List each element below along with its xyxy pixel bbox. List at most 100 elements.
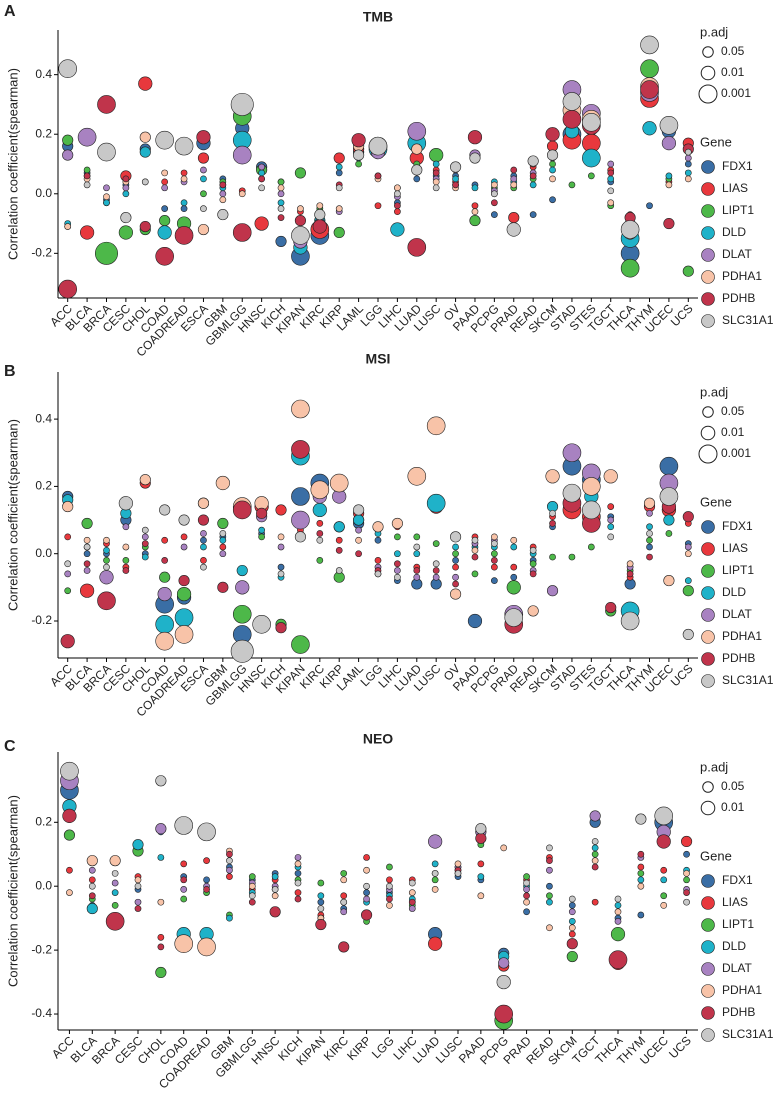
x-tick-label: KIRP — [344, 1033, 374, 1063]
bubble — [659, 487, 679, 506]
bubble — [656, 834, 671, 849]
size-legend-label: 0.01 — [721, 425, 745, 439]
bubble — [432, 560, 440, 568]
bubble — [374, 172, 382, 180]
bubble — [684, 154, 692, 162]
bubble — [219, 190, 227, 198]
legend-label: FDX1 — [722, 873, 753, 887]
bubble — [317, 898, 325, 906]
bubble — [86, 855, 98, 867]
bubble — [471, 208, 479, 216]
bubble — [432, 160, 440, 168]
bubble — [431, 876, 439, 884]
bubble — [157, 898, 165, 906]
size-legend-label: 0.05 — [721, 44, 745, 58]
bubble — [663, 514, 675, 526]
legend-key — [701, 918, 715, 932]
bubble — [523, 886, 530, 893]
legend-label: LIAS — [722, 895, 748, 909]
bubble — [159, 571, 171, 583]
bubble — [432, 540, 440, 547]
bubble — [64, 533, 72, 541]
bubble — [111, 889, 119, 896]
bubble — [407, 121, 427, 141]
bubble — [155, 615, 174, 634]
bubble — [568, 902, 576, 909]
bubble — [271, 892, 279, 900]
bubble — [219, 181, 227, 189]
bubble — [684, 550, 692, 558]
color-legend-title: Gene — [700, 848, 732, 863]
bubble — [390, 222, 405, 237]
bubble — [394, 567, 401, 574]
bubble — [196, 130, 211, 145]
bubble — [254, 216, 269, 231]
bubble — [176, 586, 192, 602]
panel-label: B — [4, 363, 16, 380]
bubble — [294, 854, 302, 861]
bubble — [510, 563, 518, 571]
y-tick-label: 0.0 — [35, 546, 52, 560]
bubble — [174, 226, 194, 245]
bubble — [353, 149, 365, 161]
bubble — [546, 882, 553, 890]
legend-key — [701, 314, 715, 328]
bubble — [62, 808, 77, 824]
bubble — [681, 835, 693, 848]
bubble — [607, 187, 615, 195]
legend-key — [701, 292, 715, 306]
bubble — [591, 850, 599, 858]
bubble — [591, 844, 599, 852]
bubble — [355, 536, 362, 544]
bubble — [566, 950, 578, 963]
y-tick-label: 0.0 — [35, 878, 52, 892]
bubble — [86, 903, 98, 915]
bubble — [637, 882, 645, 890]
bubble — [277, 563, 285, 571]
bubble — [682, 511, 694, 523]
bubble — [258, 175, 265, 183]
bubble — [355, 526, 362, 534]
bubble — [335, 546, 343, 554]
bubble — [226, 873, 233, 880]
bubble — [200, 166, 207, 174]
bubble — [277, 570, 285, 578]
legend-label: SLC31A1 — [722, 313, 774, 327]
bubble — [413, 550, 421, 558]
bubble — [340, 892, 348, 900]
bubble — [258, 526, 265, 534]
bubble — [432, 573, 440, 581]
bubble — [215, 475, 230, 491]
bubble — [546, 924, 553, 932]
bubble — [157, 943, 165, 951]
bubble — [640, 80, 659, 99]
bubble — [203, 876, 210, 884]
x-tick-label: UCS — [668, 661, 696, 689]
y-tick-label: 0.0 — [35, 186, 52, 200]
bubble — [277, 190, 285, 198]
bubble — [568, 917, 576, 925]
bubble — [660, 876, 668, 884]
bubble — [363, 895, 370, 903]
legend-key — [701, 248, 715, 262]
bubble — [340, 876, 348, 884]
legend-label: DLAT — [722, 247, 752, 261]
bubble — [291, 399, 310, 419]
bubble — [316, 202, 324, 210]
bubble — [646, 536, 653, 544]
bubble — [683, 870, 690, 877]
bubble — [454, 860, 462, 868]
bubble — [335, 169, 343, 177]
bubble — [549, 166, 556, 174]
bubble — [58, 279, 77, 299]
legend-key — [701, 160, 715, 174]
bubble — [197, 937, 216, 957]
bubble — [529, 546, 537, 554]
bubble — [562, 443, 582, 463]
bubble — [317, 905, 325, 912]
bubble — [546, 892, 553, 900]
bubble — [582, 148, 601, 168]
bubble — [549, 509, 556, 517]
bubble — [134, 905, 142, 912]
